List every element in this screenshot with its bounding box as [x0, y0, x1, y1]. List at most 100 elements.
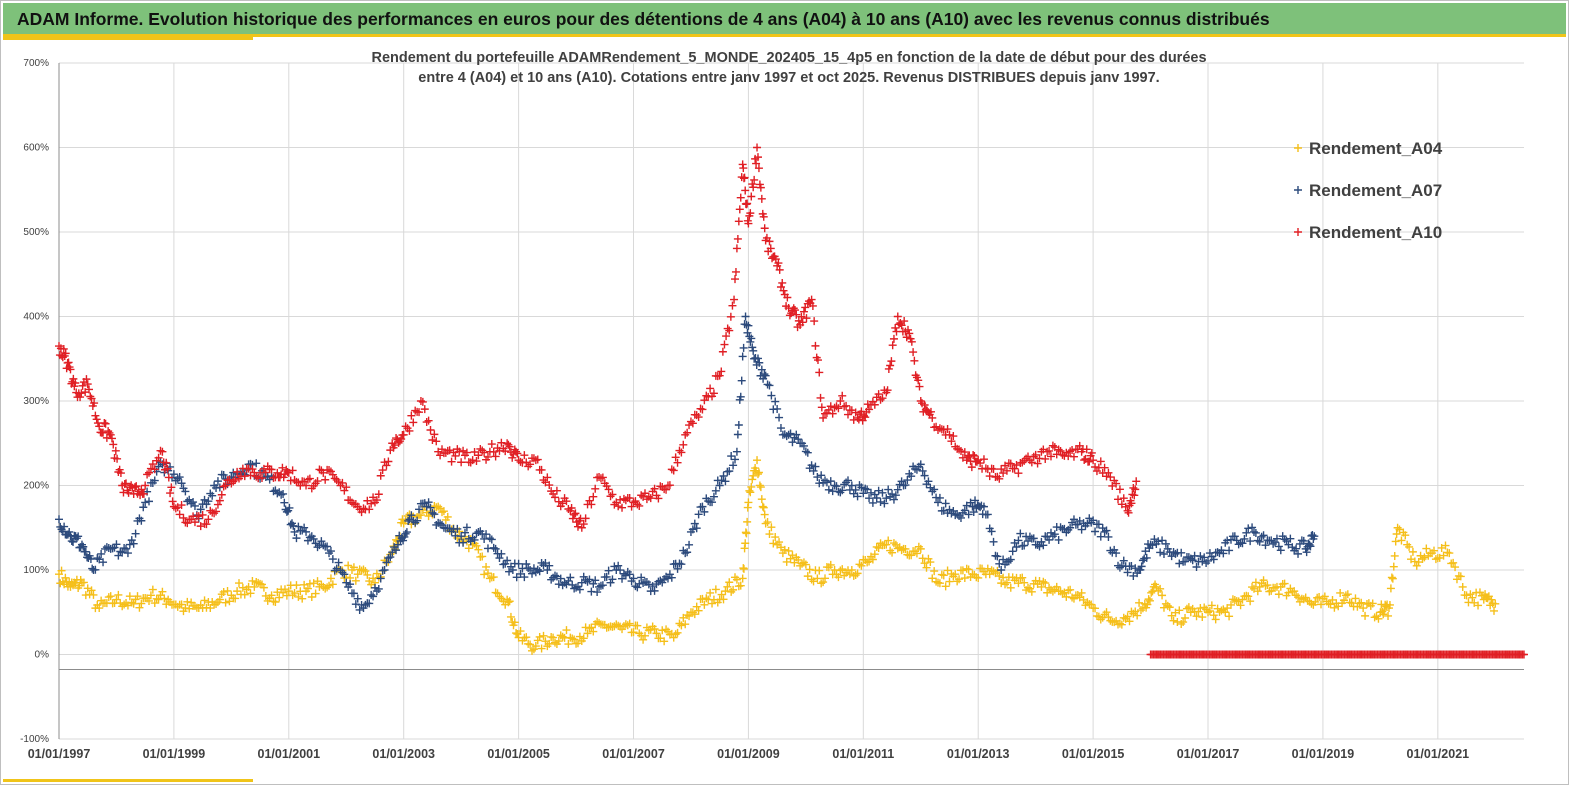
- data-point: [76, 393, 85, 402]
- data-point: [673, 628, 682, 637]
- data-point: [679, 440, 688, 449]
- data-point: [1041, 579, 1050, 588]
- data-point: [853, 492, 862, 501]
- data-point: [1248, 583, 1257, 592]
- data-point: [1288, 587, 1297, 596]
- data-point: [567, 503, 576, 512]
- data-point: [1341, 591, 1350, 600]
- data-point: [920, 559, 929, 568]
- data-point: [756, 483, 765, 492]
- data-point: [83, 380, 92, 389]
- data-point: [1412, 561, 1421, 570]
- data-point: [522, 560, 531, 569]
- data-point: [554, 580, 563, 589]
- data-point: [903, 325, 912, 334]
- data-point: [922, 563, 931, 572]
- data-point: [641, 631, 649, 640]
- data-point: [531, 642, 540, 651]
- data-point: [754, 164, 763, 173]
- data-point: [564, 576, 573, 585]
- data-point: [863, 558, 872, 567]
- data-point: [351, 600, 360, 609]
- data-point: [1106, 473, 1115, 482]
- data-point: [811, 462, 820, 471]
- data-point: [926, 558, 935, 567]
- data-point: [382, 461, 391, 470]
- data-point: [838, 565, 847, 574]
- data-point: [591, 484, 600, 493]
- data-point: [558, 632, 567, 641]
- data-point: [116, 547, 125, 556]
- data-point: [625, 619, 634, 628]
- data-point: [572, 583, 581, 592]
- data-point: [87, 586, 96, 595]
- data-point: [112, 595, 121, 604]
- data-point: [326, 574, 335, 583]
- data-point: [248, 576, 257, 585]
- data-point: [122, 479, 131, 488]
- data-point: [1384, 611, 1393, 620]
- data-point: [876, 497, 885, 506]
- data-point: [1131, 485, 1140, 494]
- data-point: [160, 594, 169, 603]
- data-point: [685, 540, 694, 549]
- data-point: [916, 460, 925, 469]
- data-point: [658, 626, 667, 635]
- data-point: [589, 579, 598, 588]
- data-point: [650, 586, 659, 595]
- data-point: [89, 590, 98, 599]
- data-point: [742, 320, 751, 329]
- data-point: [1387, 573, 1396, 582]
- data-point: [1466, 590, 1475, 599]
- data-point: [801, 560, 810, 569]
- data-point: [857, 561, 866, 570]
- data-point: [589, 627, 598, 636]
- data-point: [69, 537, 78, 546]
- data-point: [1006, 583, 1015, 592]
- data-point: [187, 598, 196, 607]
- data-point: [478, 552, 487, 561]
- data-point: [120, 600, 129, 609]
- data-point: [737, 376, 746, 385]
- data-point: [1135, 598, 1144, 607]
- data-point: [995, 474, 1004, 483]
- data-point: [935, 493, 944, 502]
- data-point: [757, 495, 766, 504]
- data-point: [428, 508, 437, 517]
- data-point: [311, 539, 320, 548]
- data-point: [215, 595, 224, 604]
- data-point: [744, 498, 753, 507]
- data-point: [57, 566, 66, 575]
- data-point: [472, 541, 481, 550]
- data-point: [1397, 536, 1406, 545]
- data-point: [346, 580, 355, 589]
- data-point: [888, 490, 897, 499]
- data-point: [604, 566, 613, 575]
- data-point: [1069, 452, 1078, 461]
- data-point: [348, 498, 356, 507]
- data-point: [748, 475, 757, 484]
- data-point: [288, 466, 297, 475]
- data-point: [637, 573, 646, 582]
- data-point: [824, 485, 833, 494]
- data-point: [1123, 568, 1132, 577]
- data-point: [1016, 529, 1025, 538]
- data-point: [485, 574, 494, 583]
- data-point: [784, 546, 793, 555]
- data-point: [349, 589, 358, 598]
- data-point: [95, 604, 104, 613]
- data-point: [803, 448, 812, 457]
- data-point: [361, 600, 370, 609]
- data-point: [210, 509, 219, 518]
- data-point: [802, 314, 811, 323]
- data-point: [819, 578, 828, 587]
- data-point: [468, 456, 477, 465]
- data-point: [916, 544, 925, 553]
- data-point: [340, 486, 349, 495]
- data-point: [1251, 528, 1260, 537]
- data-point: [736, 392, 745, 401]
- data-point: [878, 488, 887, 497]
- data-point: [1046, 528, 1055, 537]
- legend-label: Rendement_A04: [1309, 139, 1443, 158]
- data-point: [861, 484, 870, 493]
